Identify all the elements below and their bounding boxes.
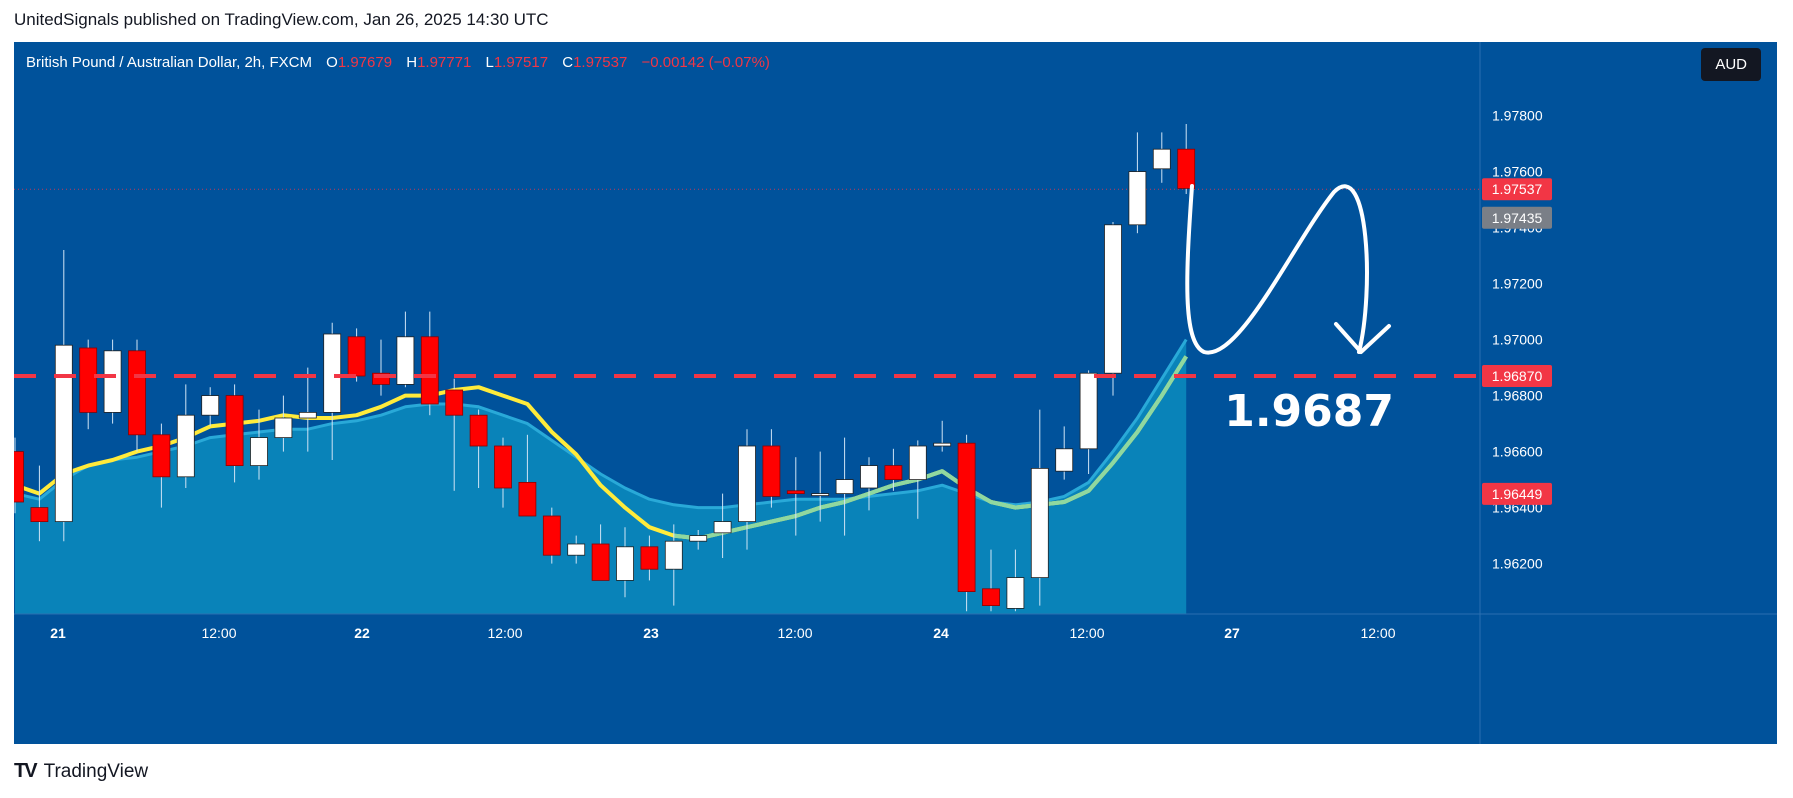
x-tick-label: 12:00 — [1069, 625, 1104, 641]
ma-area-fill — [15, 339, 1187, 614]
tradingview-logo[interactable]: TV TradingView — [14, 760, 148, 783]
bull-candle — [811, 493, 830, 497]
bull-candle — [323, 333, 342, 413]
bull-candle — [176, 414, 195, 478]
bear-candle — [640, 546, 659, 570]
bear-candle — [762, 445, 781, 497]
x-tick-label: 24 — [933, 625, 949, 641]
low-label: L — [485, 54, 494, 71]
bull-candle — [298, 411, 317, 419]
x-tick-label: 21 — [50, 625, 66, 641]
y-tick-label: 1.97800 — [1492, 108, 1543, 124]
chart-pane[interactable]: 1.96871.978001.976001.974001.972001.9700… — [14, 42, 1777, 744]
candlestick-chart[interactable]: 1.96871.978001.976001.974001.972001.9700… — [14, 42, 1777, 744]
change-value: −0.00142 (−0.07%) — [641, 54, 770, 71]
high-value: 1.97771 — [417, 54, 472, 71]
bull-candle — [616, 546, 634, 581]
price-label-text: 1.96449 — [1492, 486, 1543, 502]
bull-candle — [1104, 224, 1122, 374]
close-value: 1.97537 — [573, 54, 628, 71]
x-tick-label: 27 — [1224, 625, 1240, 641]
bull-candle — [201, 395, 220, 416]
x-tick-label: 12:00 — [201, 625, 236, 641]
bear-candle — [982, 588, 1000, 606]
y-tick-label: 1.96600 — [1492, 444, 1543, 460]
bear-candle — [347, 336, 366, 377]
bull-candle — [1152, 148, 1171, 170]
x-tick-label: 12:00 — [1360, 625, 1395, 641]
bull-candle — [567, 543, 586, 556]
price-label-text: 1.96870 — [1492, 368, 1543, 384]
bull-candle — [933, 442, 952, 447]
x-tick-label: 12:00 — [777, 625, 812, 641]
x-tick-label: 22 — [354, 625, 370, 641]
bear-candle — [14, 451, 24, 503]
bull-candle — [835, 479, 854, 495]
bull-candle — [274, 417, 293, 439]
price-label-box — [1482, 178, 1552, 201]
bull-candle — [250, 437, 268, 467]
price-label-box — [1482, 365, 1552, 387]
bear-candle — [884, 465, 903, 481]
price-label-text: 1.97537 — [1492, 181, 1543, 197]
bear-candle — [420, 336, 439, 405]
bull-candle — [54, 344, 73, 523]
high-label: H — [406, 54, 418, 71]
open-value: 1.97679 — [337, 54, 393, 71]
y-tick-label: 1.97600 — [1492, 164, 1543, 180]
bull-candle — [103, 350, 122, 413]
bear-candle — [1177, 148, 1196, 189]
bull-candle — [1006, 577, 1025, 609]
ma-fast-line-tail — [673, 355, 1188, 541]
bull-candle — [689, 535, 708, 542]
bull-candle — [1030, 467, 1049, 578]
projection-arrow-path — [1185, 184, 1369, 355]
bear-candle — [128, 350, 146, 436]
bear-candle — [542, 515, 561, 556]
x-tick-label: 12:00 — [487, 625, 522, 641]
bull-candle — [908, 445, 927, 480]
y-tick-label: 1.97000 — [1492, 332, 1543, 348]
bear-candle — [469, 414, 488, 447]
bear-candle — [152, 434, 171, 478]
symbol-title: British Pound / Australian Dollar, 2h, F… — [26, 54, 312, 71]
price-label-box — [1482, 206, 1552, 229]
y-tick-label: 1.96800 — [1492, 388, 1543, 404]
bull-candle — [396, 336, 415, 385]
x-tick-label: 23 — [643, 625, 659, 641]
price-label-box — [1482, 482, 1552, 505]
bull-candle — [664, 540, 683, 570]
bear-candle — [494, 445, 512, 489]
bull-candle — [738, 445, 756, 522]
bear-candle — [30, 507, 49, 523]
bull-candle — [1055, 448, 1074, 472]
tradingview-logo-icon: TV — [14, 760, 38, 782]
bull-candle — [860, 465, 878, 489]
bear-candle — [591, 543, 610, 581]
y-tick-label: 1.97200 — [1492, 276, 1543, 292]
bull-candle — [713, 521, 732, 534]
currency-button[interactable]: AUD — [1701, 48, 1761, 81]
bear-candle — [786, 490, 805, 494]
bear-candle — [518, 481, 537, 517]
price-axis-panel — [1480, 42, 1777, 744]
bear-candle — [372, 372, 390, 385]
symbol-legend: British Pound / Australian Dollar, 2h, F… — [26, 54, 770, 71]
open-label: O — [326, 54, 338, 71]
bear-candle — [225, 395, 244, 467]
tradingview-brand: TradingView — [43, 760, 149, 782]
projection-arrow-head — [1334, 322, 1391, 354]
bear-candle — [445, 389, 464, 416]
y-tick-label: 1.96200 — [1492, 556, 1543, 572]
bull-candle — [1079, 372, 1098, 450]
bear-candle — [79, 347, 98, 413]
close-label: C — [562, 54, 574, 71]
price-label-text: 1.97435 — [1492, 210, 1543, 226]
bear-candle — [957, 442, 976, 593]
low-value: 1.97517 — [493, 54, 549, 71]
published-header: UnitedSignals published on TradingView.c… — [14, 10, 549, 29]
bull-candle — [1128, 171, 1147, 226]
target-price-annotation: 1.9687 — [1224, 386, 1394, 437]
